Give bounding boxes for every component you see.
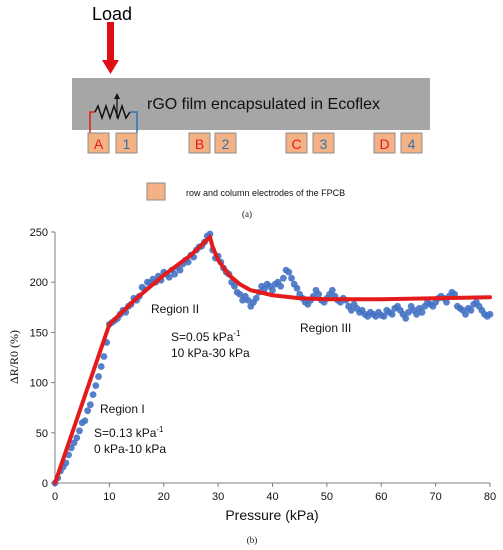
x-tick-label: 0 (52, 491, 58, 503)
electrode-label: 4 (408, 136, 416, 152)
y-ticks: 0 50 100 150 200 250 (30, 227, 55, 490)
legend-swatch (146, 182, 166, 201)
x-tick-label: 50 (321, 491, 333, 503)
electrode-pad: 3 (312, 132, 335, 154)
data-point (269, 286, 276, 294)
region-iii-label: Region III (300, 321, 351, 335)
region-i-range: 0 kPa-10 kPa (94, 442, 166, 456)
electrode-label: B (195, 136, 204, 152)
y-tick-label: 200 (30, 277, 48, 289)
film-label: rGO film encapsulated in Ecoflex (147, 96, 380, 113)
data-point (244, 296, 252, 304)
electrode-label: 1 (123, 136, 131, 152)
fit-line (53, 235, 492, 485)
data-point (486, 310, 494, 318)
region-i-label: Region I (100, 402, 145, 416)
schematic-panel: Load rGO film encapsulated in Ecoflex A 1… (72, 4, 430, 219)
data-point (347, 306, 355, 314)
x-axis-label: Pressure (kPa) (225, 507, 318, 523)
data-point (97, 363, 105, 370)
data-point (405, 308, 412, 316)
data-point (206, 230, 214, 238)
y-tick-label: 100 (30, 378, 48, 390)
data-point (236, 290, 244, 298)
region-i-sensitivity: S=0.13 kPa-1 (94, 425, 164, 440)
data-point (100, 353, 108, 360)
data-point (380, 312, 388, 320)
data-point (171, 270, 179, 278)
data-point (277, 282, 285, 290)
data-point (462, 310, 469, 318)
x-tick-label: 70 (430, 491, 442, 503)
data-point (176, 266, 184, 274)
y-tick-label: 150 (30, 327, 48, 339)
x-ticks: 0 10 20 30 40 50 60 70 80 (52, 483, 496, 503)
data-point (293, 284, 301, 292)
data-point (285, 268, 293, 276)
x-tick-label: 60 (375, 491, 387, 503)
data-point (165, 273, 173, 281)
y-tick-label: 0 (42, 478, 48, 490)
data-point (86, 401, 94, 409)
data-point (81, 417, 89, 425)
electrode-label: D (379, 136, 389, 152)
data-point (467, 306, 475, 314)
data-point (252, 294, 260, 302)
electrode-pad: 2 (214, 132, 237, 154)
x-tick-label: 40 (266, 491, 278, 503)
electrode-pad: 1 (115, 132, 138, 154)
electrode-pad: B (188, 132, 211, 154)
data-point (288, 274, 295, 282)
region-ii-label: Region II (151, 302, 199, 316)
y-axis-label: ΔR/R0 (%) (7, 330, 21, 384)
data-point (418, 308, 426, 316)
data-point (279, 274, 287, 282)
legend-label: row and column electrodes of the FPCB (186, 188, 345, 198)
electrode-pad: C (285, 132, 308, 154)
region-ii-range: 10 kPa-30 kPa (171, 346, 250, 360)
electrode-pad: A (87, 132, 110, 154)
y-tick-label: 50 (36, 428, 48, 440)
electrode-pad: D (373, 132, 396, 154)
data-point (231, 282, 238, 290)
y-tick-label: 250 (30, 227, 48, 239)
ecoflex-film (72, 78, 430, 130)
electrode-pad: 4 (400, 132, 423, 154)
data-point (89, 391, 97, 399)
data-point (388, 310, 396, 318)
electrode-label: A (94, 136, 104, 152)
data-point (315, 290, 323, 298)
chart-panel: 0 50 100 150 200 250 0 10 20 30 40 50 60 70 80 Region… (7, 227, 496, 545)
measured-points (51, 230, 494, 487)
data-point (328, 286, 336, 294)
electrode-label: C (291, 136, 301, 152)
x-tick-label: 10 (103, 491, 115, 503)
electrode-row: A 1 B 2 C 3 D 4 (87, 132, 423, 154)
region-ii-sensitivity: S=0.05 kPa-1 (171, 329, 241, 344)
data-point (95, 373, 102, 380)
variable-resistor-icon (89, 93, 138, 133)
data-point (84, 407, 92, 415)
x-tick-label: 80 (484, 491, 496, 503)
data-point (413, 310, 420, 318)
caption-b: (b) (247, 535, 258, 545)
data-point (402, 314, 410, 322)
load-label: Load (92, 4, 132, 24)
data-point (92, 382, 100, 390)
data-point (76, 427, 83, 435)
caption-a: (a) (242, 209, 252, 219)
x-tick-label: 30 (212, 491, 224, 503)
x-tick-label: 20 (158, 491, 170, 503)
data-point (443, 298, 450, 306)
data-point (70, 439, 78, 447)
electrode-label: 2 (222, 136, 230, 152)
electrode-label: 3 (320, 136, 328, 152)
down-arrow-icon (102, 22, 119, 74)
data-point (73, 434, 81, 442)
